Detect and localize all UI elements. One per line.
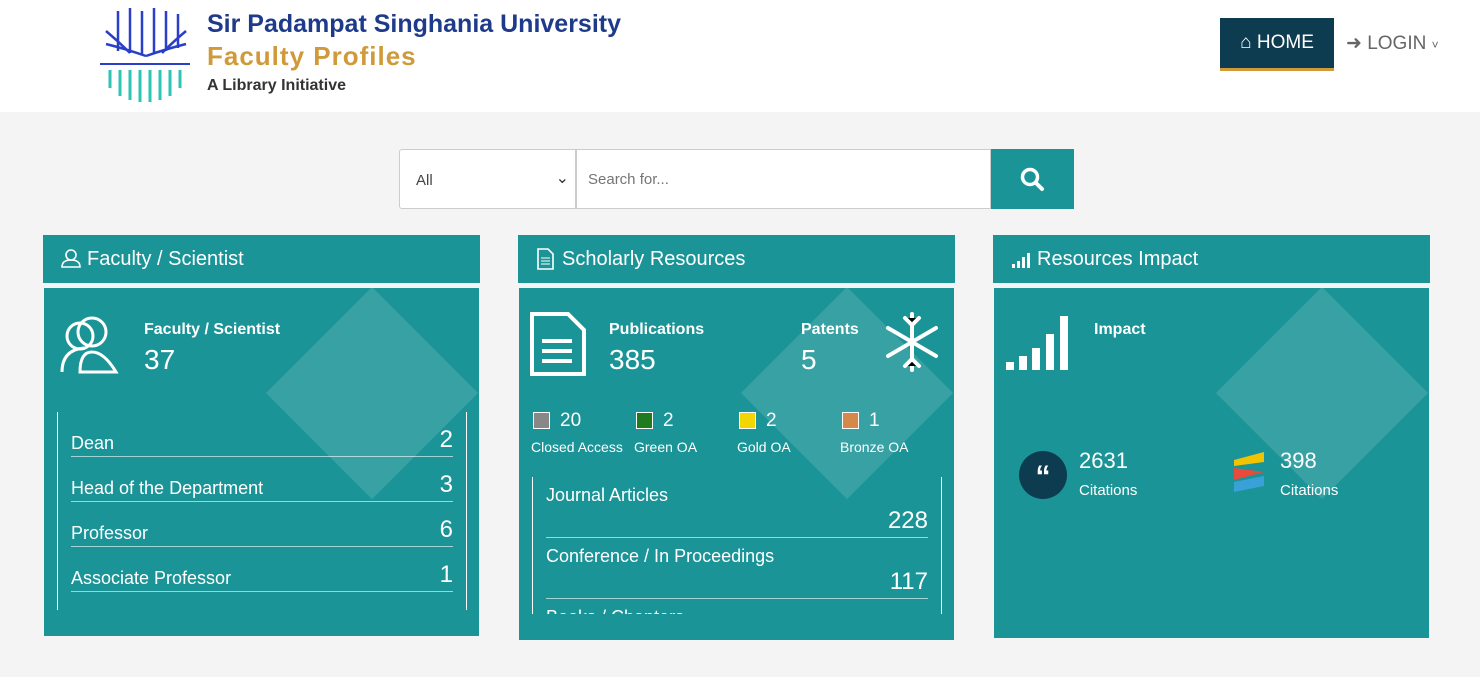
row-value: 20 [426,606,453,610]
row-label: Associate Professor [71,568,232,588]
list-row: Assistant Professor20 [71,592,453,610]
row-label: Professor [71,523,149,543]
row-label: Head of the Department [71,478,264,498]
stat-value: 385 [609,344,656,375]
access-label: Bronze OA [840,439,909,455]
list-row: Associate Professor 1 [71,547,453,592]
list-row: Conference / In Proceedings 117 [546,538,928,599]
list-row: Dean 2 [71,412,453,457]
scholarly-panel: Journal Articles 228 Conference / In Proce… [519,288,954,640]
scope-value: All [416,172,433,189]
search-input[interactable] [576,149,991,209]
row-value: 6 [439,516,453,543]
stat-value: 37 [144,344,176,375]
stat-label: Publications [609,321,705,338]
header: Sir Padampat Singhania University Facult… [0,0,1480,112]
row-value: 1 [439,561,453,588]
citation-count: 398 [1280,448,1317,473]
impact-panel: Impact “ 2631 Citations 398 Citations [994,288,1429,638]
list-row: Journal Articles 228 [546,477,928,538]
access-count: 1 [869,410,880,431]
stat-label: Faculty / Scientist [144,321,281,338]
scope-select[interactable]: All ⌄ [399,149,576,209]
panel-header: Scholarly Resources [518,235,955,283]
row-value: 117 [889,568,928,595]
access-label: Closed Access [531,439,623,455]
access-label: Green OA [634,439,698,455]
row-label: Books / Chapters [546,599,684,614]
list-row: Head of the Department 3 [71,457,453,502]
logo-icon [100,8,190,102]
role-list: Dean 2 Head of the Department 3 Professor 6 As… [57,412,467,610]
list-row: Books / Chapters [546,599,928,614]
citation-count: 2631 [1079,448,1128,473]
panel-header: Faculty / Scientist [43,235,480,283]
university-name: Sir Padampat Singhania University [207,10,622,38]
access-count: 2 [663,410,674,431]
access-count: 20 [560,410,582,431]
row-label: Journal Articles [546,485,669,505]
home-label: HOME [1256,32,1314,53]
access-swatch [533,412,550,429]
panel-title: Faculty / Scientist [87,248,244,270]
tagline: A Library Initiative [207,77,346,94]
access-swatch [636,412,653,429]
row-value: 3 [439,471,453,498]
panel-title: Scholarly Resources [562,248,746,270]
svg-text:“: “ [1036,460,1051,493]
access-swatch [842,412,859,429]
stat-label: Patents [801,321,859,338]
access-label: Gold OA [737,439,791,455]
row-value: 2 [439,426,453,453]
stat-value: 5 [801,344,817,375]
row-label: Dean [71,433,115,453]
home-button[interactable]: ⌂ HOME [1220,18,1334,71]
list-row: Professor 6 [71,502,453,547]
citation-label: Citations [1280,482,1339,499]
login-button[interactable]: ➜ LOGIN ˅ [1346,33,1439,54]
login-label: LOGIN [1367,33,1427,54]
panel-header: Resources Impact [993,235,1430,283]
row-label: Conference / In Proceedings [546,546,775,566]
access-count: 2 [766,410,777,431]
citation-label: Citations [1079,482,1138,499]
row-value: 228 [887,507,928,534]
access-swatch [739,412,756,429]
panel-title: Resources Impact [1037,248,1199,270]
search-button[interactable] [991,149,1074,209]
resource-list: Journal Articles 228 Conference / In Proce… [532,477,942,614]
product-name: Faculty Profiles [207,41,417,71]
faculty-panel: Faculty / Scientist 37 Dean 2 Head of the … [44,288,479,636]
stat-label: Impact [1094,321,1146,338]
